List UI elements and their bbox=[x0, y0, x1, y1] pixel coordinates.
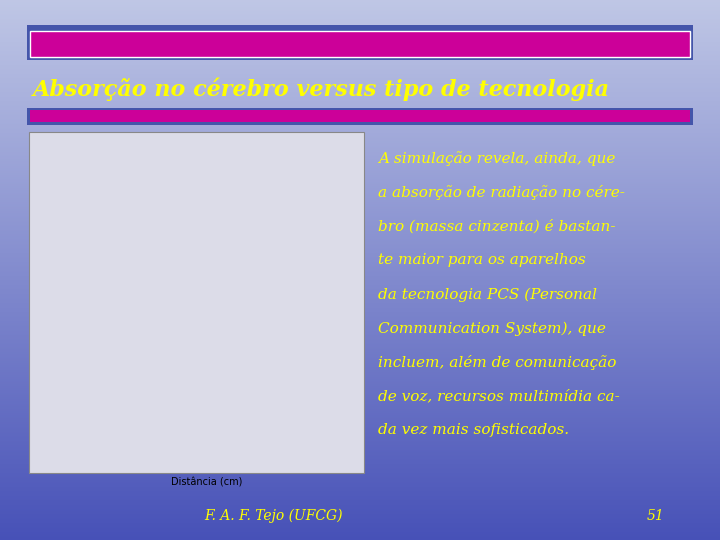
X-axis label: Distância (cm): Distância (cm) bbox=[171, 477, 243, 487]
Text: a absorção de radiação no cére-: a absorção de radiação no cére- bbox=[378, 185, 625, 200]
Text: Digital 1950 MHz (PCS): Digital 1950 MHz (PCS) bbox=[154, 255, 252, 265]
Text: Communication System), que: Communication System), que bbox=[378, 321, 606, 336]
Text: F. A. F. Tejo (UFCG): F. A. F. Tejo (UFCG) bbox=[204, 509, 343, 523]
Text: da vez mais sofisticados.: da vez mais sofisticados. bbox=[378, 423, 569, 437]
Text: Absorção no cérebro versus tipo de tecnologia: Absorção no cérebro versus tipo de tecno… bbox=[32, 77, 609, 101]
Title: Absorção em lâmina de matéria cerebral
(irradiação pela esquerda): Absorção em lâmina de matéria cerebral (… bbox=[114, 145, 300, 165]
Y-axis label: Absorção normalizada relativa: Absorção normalizada relativa bbox=[35, 243, 43, 381]
Text: te maior para os aparelhos: te maior para os aparelhos bbox=[378, 253, 586, 267]
Text: bro (massa cinzenta) é bastan-: bro (massa cinzenta) é bastan- bbox=[378, 219, 616, 234]
Text: da tecnologia PCS (Personal: da tecnologia PCS (Personal bbox=[378, 287, 597, 302]
Text: A simulação revela, ainda, que: A simulação revela, ainda, que bbox=[378, 151, 616, 166]
Text: 51: 51 bbox=[647, 509, 664, 523]
Text: Analógico 930 MHz: Analógico 930 MHz bbox=[154, 342, 235, 351]
Text: de voz, recursos multimídia ca-: de voz, recursos multimídia ca- bbox=[378, 389, 620, 403]
Text: incluem, além de comunicação: incluem, além de comunicação bbox=[378, 355, 616, 370]
